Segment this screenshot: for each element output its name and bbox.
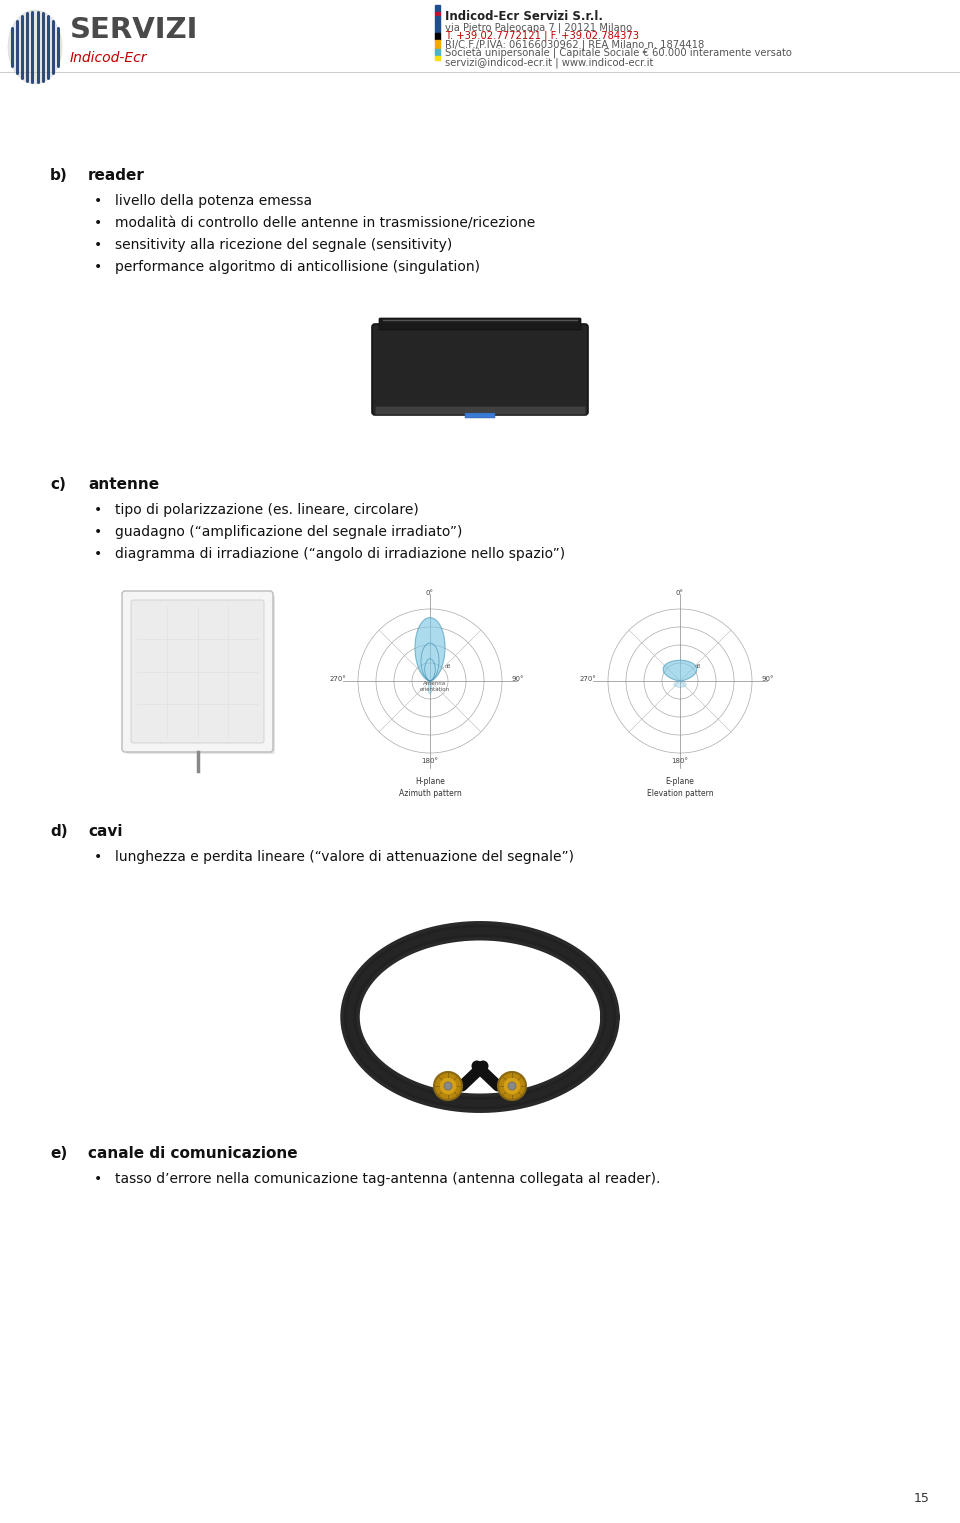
Text: 270°: 270°: [329, 676, 347, 682]
Text: 90°: 90°: [761, 676, 775, 682]
Bar: [435, 40, 440, 49]
Bar: [435, 34, 440, 40]
Polygon shape: [428, 681, 432, 694]
Text: dB: dB: [695, 664, 701, 669]
Text: Antenna
orientation: Antenna orientation: [420, 681, 450, 691]
Text: Indicod-Ecr Servizi S.r.l.: Indicod-Ecr Servizi S.r.l.: [445, 11, 603, 23]
Bar: [435, 56, 440, 59]
Text: 90°: 90°: [512, 676, 524, 682]
Bar: [435, 17, 440, 34]
Text: e): e): [50, 1145, 67, 1161]
Text: diagramma di irradiazione (“angolo di irradiazione nello spazio”): diagramma di irradiazione (“angolo di ir…: [115, 547, 565, 560]
Text: modalità di controllo delle antenne in trasmissione/ricezione: modalità di controllo delle antenne in t…: [115, 216, 536, 230]
FancyBboxPatch shape: [131, 600, 264, 743]
Text: SERVIZI: SERVIZI: [70, 17, 199, 44]
Circle shape: [508, 1081, 516, 1090]
Text: antenne: antenne: [88, 477, 159, 492]
Bar: [435, 5, 440, 12]
Text: tipo di polarizzazione (es. lineare, circolare): tipo di polarizzazione (es. lineare, cir…: [115, 503, 419, 516]
Text: Società unipersonale | Capitale Sociale € 60.000 interamente versato: Società unipersonale | Capitale Sociale …: [445, 49, 792, 59]
Text: 0°: 0°: [676, 589, 684, 595]
Ellipse shape: [8, 11, 62, 84]
FancyBboxPatch shape: [379, 318, 581, 330]
Text: sensitivity alla ricezione del segnale (sensitivity): sensitivity alla ricezione del segnale (…: [115, 238, 452, 251]
Text: 180°: 180°: [421, 758, 439, 765]
Text: d): d): [50, 824, 67, 839]
Text: performance algoritmo di anticollisione (singulation): performance algoritmo di anticollisione …: [115, 260, 480, 274]
FancyBboxPatch shape: [372, 324, 588, 414]
Text: •: •: [94, 525, 102, 539]
Text: guadagno (“amplificazione del segnale irradiato”): guadagno (“amplificazione del segnale ir…: [115, 525, 463, 539]
Circle shape: [434, 1072, 462, 1100]
Text: •: •: [94, 260, 102, 274]
Text: E-plane
Elevation pattern: E-plane Elevation pattern: [647, 777, 713, 798]
Text: 15: 15: [914, 1493, 930, 1505]
Text: tasso d’errore nella comunicazione tag-antenna (antenna collegata al reader).: tasso d’errore nella comunicazione tag-a…: [115, 1173, 660, 1186]
Text: 270°: 270°: [580, 676, 596, 682]
Text: •: •: [94, 547, 102, 560]
Circle shape: [503, 1077, 521, 1095]
Text: livello della potenza emessa: livello della potenza emessa: [115, 193, 312, 209]
Text: dB: dB: [444, 664, 451, 669]
Circle shape: [444, 1081, 452, 1090]
Text: 180°: 180°: [671, 758, 688, 765]
Text: •: •: [94, 1173, 102, 1186]
Text: •: •: [94, 503, 102, 516]
Text: H-plane
Azimuth pattern: H-plane Azimuth pattern: [398, 777, 462, 798]
Text: T. +39.02.7772121 | F. +39.02.784373: T. +39.02.7772121 | F. +39.02.784373: [445, 30, 639, 41]
Text: via Pietro Paleocapa 7 | 20121 Milano: via Pietro Paleocapa 7 | 20121 Milano: [445, 21, 632, 32]
Text: c): c): [50, 477, 66, 492]
Text: b): b): [50, 168, 68, 183]
Text: •: •: [94, 238, 102, 251]
Bar: [465, 413, 495, 417]
FancyBboxPatch shape: [126, 595, 275, 754]
Text: •: •: [94, 850, 102, 864]
Polygon shape: [415, 618, 445, 681]
Bar: [435, 49, 440, 56]
Text: cavi: cavi: [88, 824, 123, 839]
Text: reader: reader: [88, 168, 145, 183]
Text: Indicod-Ecr: Indicod-Ecr: [70, 50, 148, 65]
Circle shape: [439, 1077, 457, 1095]
Text: servizi@indicod-ecr.it | www.indicod-ecr.it: servizi@indicod-ecr.it | www.indicod-ecr…: [445, 56, 654, 67]
Text: •: •: [94, 216, 102, 230]
Text: 0°: 0°: [426, 589, 434, 595]
Circle shape: [498, 1072, 526, 1100]
Polygon shape: [663, 661, 697, 681]
Text: canale di comunicazione: canale di comunicazione: [88, 1145, 298, 1161]
Polygon shape: [674, 681, 686, 687]
Bar: [375, 407, 585, 414]
FancyBboxPatch shape: [122, 591, 273, 752]
Bar: [435, 12, 440, 17]
Text: •: •: [94, 193, 102, 209]
Text: RI/C.F./P.IVA: 06166030962 | REA Milano n. 1874418: RI/C.F./P.IVA: 06166030962 | REA Milano …: [445, 40, 705, 50]
Text: lunghezza e perdita lineare (“valore di attenuazione del segnale”): lunghezza e perdita lineare (“valore di …: [115, 850, 574, 864]
